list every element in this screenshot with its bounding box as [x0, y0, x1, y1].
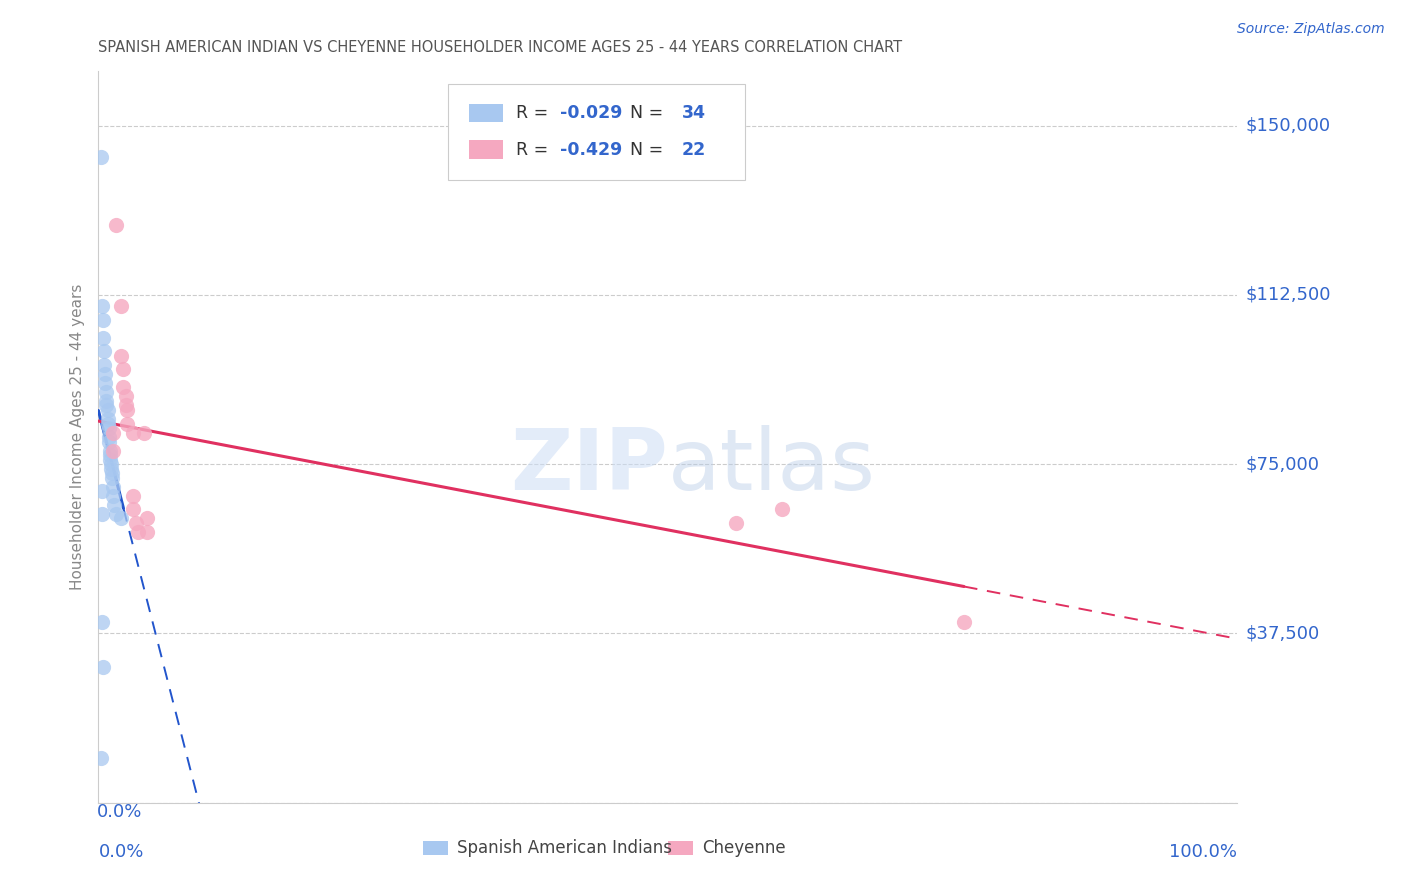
Point	[770, 502, 793, 516]
Point	[121, 502, 143, 516]
Point	[121, 425, 143, 440]
Point	[114, 399, 136, 413]
FancyBboxPatch shape	[449, 84, 745, 179]
Point	[103, 498, 125, 512]
Point	[96, 417, 118, 431]
Point	[97, 430, 120, 444]
Text: Cheyenne: Cheyenne	[702, 839, 786, 857]
Point	[100, 461, 122, 475]
Bar	[668, 841, 693, 855]
Text: N =: N =	[619, 104, 669, 122]
Point	[114, 389, 136, 403]
Text: Spanish American Indians: Spanish American Indians	[457, 839, 672, 857]
Bar	[423, 841, 449, 855]
Point	[94, 376, 117, 390]
Point	[110, 299, 132, 313]
Point	[115, 417, 138, 431]
Point	[90, 150, 112, 164]
Text: SPANISH AMERICAN INDIAN VS CHEYENNE HOUSEHOLDER INCOME AGES 25 - 44 YEARS CORREL: SPANISH AMERICAN INDIAN VS CHEYENNE HOUS…	[98, 40, 903, 55]
Point	[90, 750, 112, 764]
Text: atlas: atlas	[668, 425, 876, 508]
Point	[91, 312, 114, 326]
Y-axis label: Householder Income Ages 25 - 44 years: Householder Income Ages 25 - 44 years	[70, 284, 86, 591]
Point	[93, 344, 115, 359]
Point	[94, 367, 117, 381]
Text: Source: ZipAtlas.com: Source: ZipAtlas.com	[1237, 22, 1385, 37]
Bar	[468, 140, 503, 159]
Point	[90, 615, 112, 630]
Point	[97, 421, 120, 435]
Point	[110, 511, 132, 525]
Text: ZIP: ZIP	[510, 425, 668, 508]
Point	[103, 443, 125, 458]
Text: -0.029: -0.029	[560, 104, 621, 122]
Point	[98, 452, 121, 467]
Point	[136, 511, 159, 525]
Point	[96, 399, 118, 413]
Point	[103, 489, 125, 503]
Text: $75,000: $75,000	[1246, 455, 1320, 473]
Point	[136, 524, 159, 539]
Point	[104, 218, 127, 232]
Point	[96, 412, 118, 426]
Text: 100.0%: 100.0%	[1170, 843, 1237, 861]
Point	[91, 660, 114, 674]
Point	[104, 507, 127, 521]
Point	[110, 349, 132, 363]
Point	[725, 516, 748, 530]
Text: $150,000: $150,000	[1246, 117, 1330, 135]
Point	[97, 434, 120, 449]
Point	[121, 489, 143, 503]
Bar	[468, 103, 503, 122]
Point	[98, 443, 121, 458]
Point	[98, 448, 121, 462]
Text: $112,500: $112,500	[1246, 285, 1331, 304]
Text: 34: 34	[682, 104, 706, 122]
Point	[93, 358, 115, 372]
Point	[103, 425, 125, 440]
Point	[112, 380, 135, 394]
Point	[127, 524, 149, 539]
Text: -0.429: -0.429	[560, 141, 621, 159]
Point	[112, 362, 135, 376]
Point	[96, 384, 118, 399]
Point	[96, 403, 118, 417]
Text: 0.0%: 0.0%	[98, 843, 143, 861]
Point	[132, 425, 155, 440]
Text: 0.0%: 0.0%	[97, 803, 142, 821]
Point	[91, 331, 114, 345]
Text: 22: 22	[682, 141, 706, 159]
Point	[96, 394, 118, 409]
Point	[115, 403, 138, 417]
Point	[101, 466, 124, 480]
Point	[125, 516, 148, 530]
Point	[101, 471, 124, 485]
Point	[100, 457, 122, 471]
Point	[103, 480, 125, 494]
Text: R =: R =	[516, 104, 554, 122]
Text: $37,500: $37,500	[1246, 624, 1320, 642]
Point	[90, 507, 112, 521]
Text: N =: N =	[619, 141, 669, 159]
Point	[953, 615, 976, 630]
Text: R =: R =	[516, 141, 554, 159]
Point	[90, 299, 112, 313]
Point	[90, 484, 112, 499]
